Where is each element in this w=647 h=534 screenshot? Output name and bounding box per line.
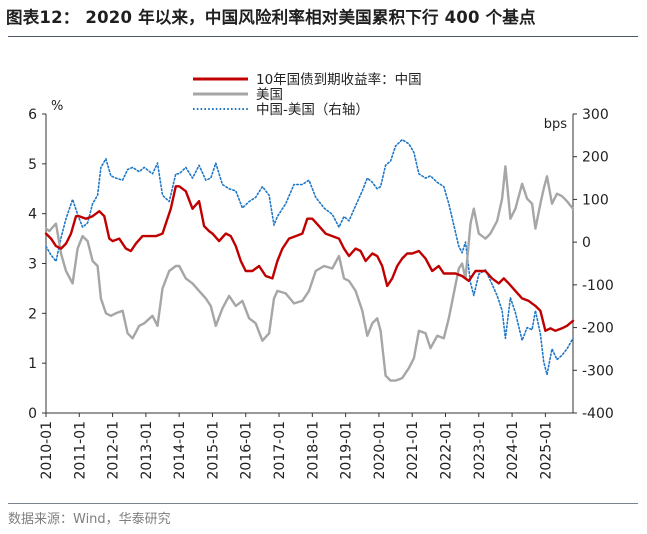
left-tick-label: 2 (28, 306, 37, 322)
legend-label-us: 美国 (256, 87, 283, 103)
right-tick-label: -400 (582, 406, 614, 422)
x-tick-label: 2019-01 (339, 421, 355, 480)
left-tick-label: 4 (28, 207, 37, 223)
series-line-spread (45, 138, 574, 376)
left-axis-unit: % (51, 99, 63, 114)
title-rule (8, 36, 638, 37)
chart-title: 图表12： 2020 年以来，中国风险利率相对美国累积下行 400 个基点 (6, 8, 536, 27)
x-tick-label: 2013-01 (139, 421, 155, 480)
right-tick-label: 300 (582, 107, 609, 123)
series-line-us (44, 165, 575, 382)
source-rule (8, 503, 638, 504)
left-tick-label: 3 (28, 257, 37, 273)
right-tick-label: -300 (582, 363, 614, 379)
x-tick-label: 2025-01 (538, 421, 554, 480)
x-tick-label: 2016-01 (239, 421, 255, 480)
x-tick-label: 2010-01 (39, 421, 55, 480)
left-tick-label: 1 (28, 356, 37, 372)
right-tick-label: 100 (582, 192, 609, 208)
x-tick-label: 2020-01 (372, 421, 388, 480)
legend-label-spread: 中国-美国（右轴） (256, 102, 369, 118)
x-tick-label: 2024-01 (505, 421, 521, 480)
right-tick-label: 200 (582, 150, 609, 166)
right-tick-label: 0 (582, 235, 591, 251)
left-tick-label: 0 (28, 406, 37, 422)
x-tick-label: 2014-01 (172, 421, 188, 480)
x-tick-label: 2021-01 (405, 421, 421, 480)
source-note: 数据来源：Wind，华泰研究 (8, 512, 171, 527)
x-tick-label: 2018-01 (305, 421, 321, 480)
x-tick-label: 2012-01 (106, 421, 122, 480)
x-tick-label: 2017-01 (272, 421, 288, 480)
right-axis-unit: bps (544, 117, 568, 132)
x-tick-label: 2022-01 (438, 421, 454, 480)
x-tick-label: 2015-01 (205, 421, 221, 480)
left-tick-label: 6 (28, 107, 37, 123)
series-line-china (44, 185, 575, 332)
left-tick-label: 5 (28, 157, 37, 173)
right-tick-label: -200 (582, 321, 614, 337)
x-tick-label: 2023-01 (472, 421, 488, 480)
x-tick-label: 2011-01 (72, 421, 88, 480)
legend-label-china: 10年国债到期收益率：中国 (256, 71, 422, 88)
right-tick-label: -100 (582, 278, 614, 294)
